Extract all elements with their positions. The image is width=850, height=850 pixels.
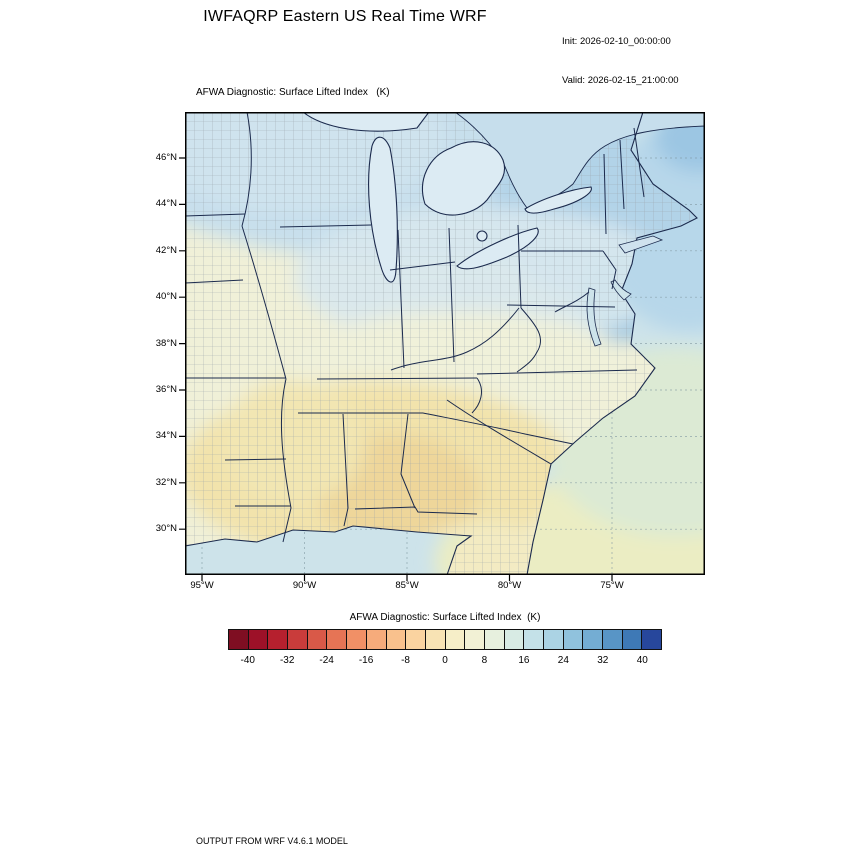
init-time: Init: 2026-02-10_00:00:00 [562,36,671,47]
lake-st-clair [476,230,488,242]
lake-ontario [524,186,592,214]
colorbar-cell [641,630,662,649]
colorbar-cell [523,630,543,649]
y-tick-label: 36°N [155,384,177,395]
colorbar-cell [229,630,248,649]
state-borders [185,112,645,543]
colorbar-cell [503,630,524,649]
colorbar-cell [483,630,504,649]
map-area [179,112,705,581]
colorbar-cell [405,630,425,649]
colorbar-tick-label: -8 [401,655,410,666]
chesapeake-bay [586,287,602,347]
valid-time: Valid: 2026-02-15_21:00:00 [562,75,679,86]
map-svg [179,112,705,581]
colorbar-ticks: -40 -32 -24 -16 -8 0 8 16 24 32 40 [228,655,662,669]
colorbar-cell [267,630,288,649]
x-tick-label: 85°W [395,580,419,591]
x-tick-label: 80°W [497,580,522,591]
y-tick-label: 32°N [155,476,177,488]
footer: OUTPUT FROM WRF V4.6.1 MODEL WE = 310 ; … [196,809,550,850]
county-grid [185,112,697,575]
colorbar-cell [287,630,307,649]
great-lakes [302,112,592,283]
footer-line1: OUTPUT FROM WRF V4.6.1 MODEL [196,836,348,846]
colorbar-tick-label: 32 [597,655,609,666]
colorbar-cell [602,630,622,649]
colorbar-label: AFWA Diagnostic: Surface Lifted Index (K… [349,612,541,623]
colorbar-tick-label: 0 [442,655,448,666]
colorbar-cell [365,630,386,649]
lake-superior [302,112,430,132]
colorbar-tick-label: -24 [319,655,334,666]
y-tick-label: 44°N [155,198,177,210]
lake-erie [456,227,539,270]
y-tick-label: 30°N [155,523,177,535]
lake-huron [421,141,505,216]
colorbar-tick-label: 40 [636,655,648,666]
x-axis-ticks: 95°W 90°W 85°W 80°W 75°W [185,580,705,596]
x-tick-label: 75°W [600,580,624,591]
x-tick-label: 90°W [292,580,317,591]
y-tick-label: 38°N [155,337,177,349]
colorbar-tick-label: 16 [518,655,530,666]
colorbar-cell [385,630,406,649]
colorbar-cells [228,629,662,650]
lake-michigan [368,136,398,283]
colorbar-cell [306,630,327,649]
colorbar-cell [464,630,484,649]
y-tick-label: 34°N [155,430,177,442]
colorbar-cell [543,630,563,649]
colorbar-cell [582,630,603,649]
colorbar-tick-label: -40 [240,655,255,666]
axis-tick-marks [179,157,613,581]
colorbar-tick-label: -16 [358,655,374,666]
colorbar-cell [621,630,642,649]
colorbar-tick-label: 24 [557,655,569,666]
colorbar-tick-label: 8 [481,655,488,666]
long-island [618,235,664,254]
y-tick-label: 42°N [155,244,177,256]
run-info: Init: 2026-02-10_00:00:00 Valid: 2026-02… [562,9,679,113]
colorbar-cell [562,630,583,649]
page-title: IWFAQRP Eastern US Real Time WRF [203,8,487,25]
map-frame [185,112,705,575]
colorbar-tick-label: -32 [279,655,295,666]
x-tick-label: 95°W [190,580,214,591]
colorbar-cell [424,630,445,649]
colorbar-cell [444,630,465,649]
y-tick-label: 40°N [155,291,177,303]
map-title: AFWA Diagnostic: Surface Lifted Index (K… [196,87,390,98]
colorbar-cell [346,630,366,649]
y-tick-label: 46°N [155,152,177,163]
colorbar-cell [326,630,347,649]
y-axis-ticks: 46°N 44°N 42°N 40°N 38°N 36°N 34°N 32°N 30°N [135,112,177,575]
colorbar-cell [247,630,268,649]
